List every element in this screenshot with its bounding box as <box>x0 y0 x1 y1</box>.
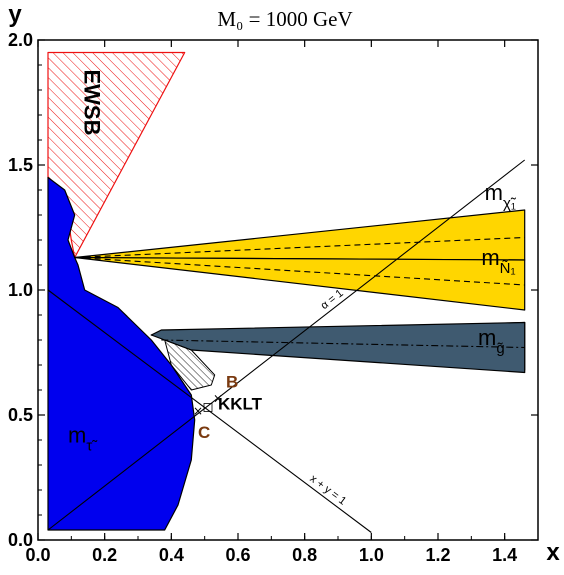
line-1 <box>47 159 526 531</box>
line-label-1: α = 1 <box>319 287 346 312</box>
region-label-0: EWSB <box>80 70 105 136</box>
region-band-4 <box>164 339 216 391</box>
chart-title: M₀ = 1000 GeV <box>217 7 352 31</box>
x-tick-label: 1.2 <box>425 545 450 565</box>
point-kklt <box>203 403 213 412</box>
x-tick-label: 0.6 <box>225 545 250 565</box>
point-label-kklt: KKLT <box>218 395 263 414</box>
point-label-b: B <box>226 373 238 392</box>
region-label-5: mχ̃₁ <box>485 180 517 212</box>
line-dashed-2 <box>74 236 525 259</box>
x-tick-label: 1.0 <box>359 545 384 565</box>
point-marker-c: × <box>193 404 203 418</box>
x-tick-label: 0.4 <box>159 545 184 565</box>
x-tick-label: 0.2 <box>92 545 117 565</box>
line-dashed-3 <box>74 256 525 286</box>
x-tick-label: 0.8 <box>292 545 317 565</box>
region-m-1 <box>47 176 196 531</box>
y-tick-label: 2.0 <box>8 30 33 50</box>
line-label-x-y-1: x + y = 1 <box>307 473 348 508</box>
y-tick-label: 1.0 <box>8 280 33 300</box>
y-tick-label: 1.5 <box>8 155 33 175</box>
region-m-6 <box>74 256 526 311</box>
x-tick-label: 1.4 <box>492 545 517 565</box>
point-marker-b: × <box>213 392 223 406</box>
x-axis-label: x <box>546 539 560 566</box>
y-axis-label: y <box>8 1 22 28</box>
line-dashdot-4 <box>161 339 525 349</box>
point-label-c: C <box>198 423 210 442</box>
y-tick-label: 0.0 <box>8 530 33 550</box>
x-tick-label: 0.0 <box>25 545 50 565</box>
y-tick-label: 0.5 <box>8 405 33 425</box>
region-band-3 <box>150 321 526 374</box>
region-m-5 <box>74 209 526 261</box>
